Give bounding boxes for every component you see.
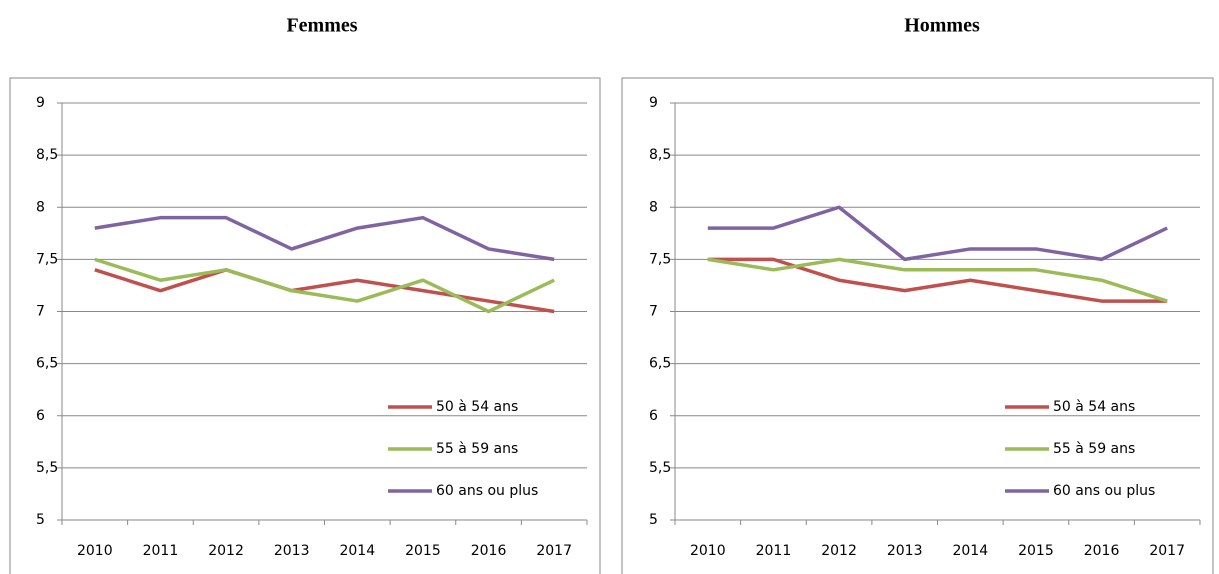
chart-frame bbox=[9, 77, 601, 574]
series-line bbox=[707, 257, 1168, 303]
series-line bbox=[94, 257, 555, 314]
x-tick-label: 2010 bbox=[690, 543, 726, 559]
y-tick-label: 7 bbox=[36, 304, 45, 320]
x-tick-label: 2010 bbox=[77, 543, 113, 559]
legend-label: 55 à 59 ans bbox=[1053, 441, 1135, 457]
series-line bbox=[707, 205, 1168, 262]
series-line bbox=[94, 268, 555, 314]
y-tick-label: 9 bbox=[36, 95, 45, 111]
x-tick-label: 2015 bbox=[1018, 543, 1054, 559]
y-tick-label: 6 bbox=[36, 408, 45, 424]
x-tick-label: 2014 bbox=[952, 543, 988, 559]
x-tick-label: 2011 bbox=[143, 543, 179, 559]
y-tick-label: 7 bbox=[649, 304, 658, 320]
y-tick-label: 6,5 bbox=[649, 356, 671, 372]
y-tick-label: 5,5 bbox=[36, 460, 58, 476]
series-line bbox=[707, 257, 1168, 303]
x-tick-label: 2016 bbox=[1084, 543, 1120, 559]
chart-frame bbox=[621, 77, 1214, 574]
y-tick-label: 7,5 bbox=[36, 251, 58, 267]
legend-label: 50 à 54 ans bbox=[1053, 399, 1135, 415]
x-tick-label: 2016 bbox=[471, 543, 507, 559]
y-tick-label: 7,5 bbox=[649, 251, 671, 267]
y-tick-label: 9 bbox=[649, 95, 658, 111]
x-tick-label: 2011 bbox=[756, 543, 792, 559]
x-tick-label: 2017 bbox=[536, 543, 572, 559]
legend-label: 60 ans ou plus bbox=[436, 483, 538, 499]
chart: Femmes 5 5,5 6 6,5 7 7,5 8 8,5 9 2010 2011 2012 2013 2… bbox=[9, 15, 601, 574]
x-tick-label: 2014 bbox=[339, 543, 375, 559]
series-line bbox=[94, 215, 555, 262]
legend-label: 60 ans ou plus bbox=[1053, 483, 1155, 499]
x-tick-label: 2013 bbox=[887, 543, 923, 559]
legend-label: 50 à 54 ans bbox=[436, 399, 518, 415]
legend-label: 55 à 59 ans bbox=[436, 441, 518, 457]
y-tick-label: 6 bbox=[649, 408, 658, 424]
x-tick-label: 2013 bbox=[274, 543, 310, 559]
y-tick-label: 8 bbox=[649, 199, 658, 215]
chart: Hommes 5 5,5 6 6,5 7 7,5 8 8,5 9 2010 2011 2012 2013 2… bbox=[621, 15, 1214, 574]
y-tick-label: 5,5 bbox=[649, 460, 671, 476]
y-tick-label: 6,5 bbox=[36, 356, 58, 372]
y-tick-label: 5 bbox=[649, 512, 658, 528]
y-tick-label: 8,5 bbox=[36, 147, 58, 163]
y-tick-label: 8,5 bbox=[649, 147, 671, 163]
x-tick-label: 2015 bbox=[405, 543, 441, 559]
chart-title: Femmes bbox=[286, 15, 357, 37]
y-tick-label: 8 bbox=[36, 199, 45, 215]
chart-title: Hommes bbox=[904, 15, 980, 37]
x-tick-label: 2017 bbox=[1149, 543, 1185, 559]
y-tick-label: 5 bbox=[36, 512, 45, 528]
x-tick-label: 2012 bbox=[821, 543, 857, 559]
x-tick-label: 2012 bbox=[208, 543, 244, 559]
